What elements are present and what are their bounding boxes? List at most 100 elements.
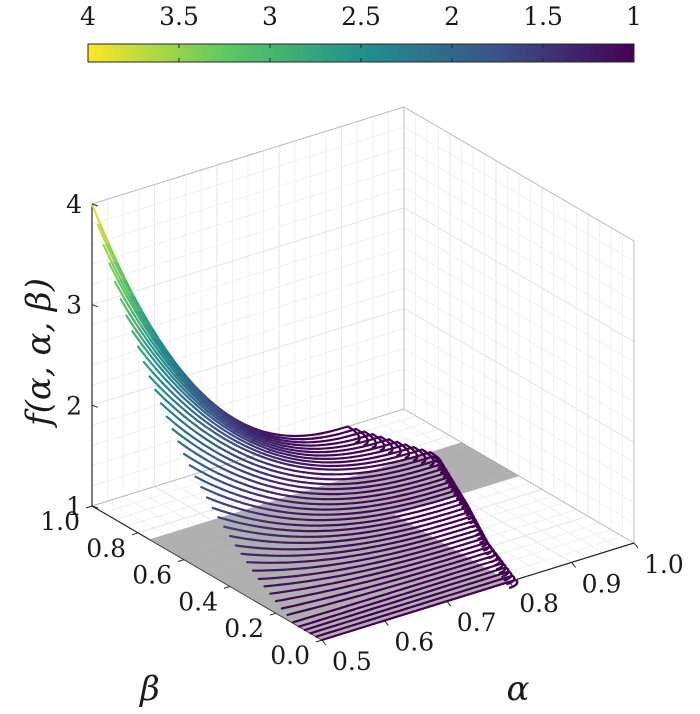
surface-curve-segment	[240, 488, 252, 494]
surface-curve-segment	[437, 600, 446, 606]
surface-curve-segment	[288, 506, 299, 510]
surface-curve-segment	[335, 444, 347, 449]
surface-curve-segment	[378, 497, 390, 501]
surface-curve-segment	[434, 554, 445, 560]
surface-curve-segment	[309, 492, 321, 495]
surface-curve-segment	[362, 613, 372, 618]
surface-curve-segment	[413, 560, 423, 566]
surface-curve-segment	[195, 418, 207, 428]
surface-curve-segment	[157, 385, 170, 397]
surface-curve-segment	[275, 498, 286, 502]
surface-curve-segment	[252, 427, 264, 433]
surface-curve-segment	[488, 574, 497, 579]
surface-curve-segment	[357, 457, 369, 462]
surface-curve-segment	[113, 261, 125, 282]
surface-curve-segment	[461, 505, 465, 509]
y-tick-mark	[177, 559, 185, 563]
surface-curve-segment	[474, 578, 484, 584]
surface-curve-segment	[172, 406, 185, 417]
surface-curve-segment	[116, 262, 128, 283]
surface-curve-segment	[467, 539, 477, 545]
surface-curve-segment	[420, 537, 431, 543]
surface-curve-segment	[507, 578, 517, 584]
surface-curve-segment	[387, 611, 396, 616]
surface-curve-segment	[382, 536, 393, 541]
surface-curve-segment	[421, 569, 431, 574]
surface-curve-segment	[319, 610, 329, 616]
surface-curve-segment	[292, 479, 304, 484]
surface-curve-segment	[255, 531, 266, 536]
surface-curve-segment	[282, 597, 292, 602]
surface-curve-segment	[170, 391, 182, 403]
surface-curve-segment	[453, 574, 463, 580]
surface-curve-segment	[367, 617, 377, 622]
surface-curve-segment	[230, 505, 242, 511]
surface-curve-segment	[409, 546, 419, 551]
surface-curve-segment	[410, 566, 420, 572]
surface-curve-segment	[149, 338, 161, 354]
surface-curve-segment	[176, 386, 188, 398]
wall-grid-line	[91, 126, 405, 225]
surface-curve-segment	[113, 280, 126, 299]
surface-curve-segment	[431, 560, 441, 566]
surface-curve-segment	[444, 505, 455, 511]
surface-curve-segment	[264, 513, 275, 518]
shaded-region	[149, 442, 519, 573]
surface-curve-segment	[172, 362, 183, 376]
surface-curve-segment	[307, 467, 320, 471]
surface-curve-segment	[339, 528, 350, 532]
surface-curve-segment	[194, 452, 206, 460]
surface-curve-segment	[359, 541, 370, 545]
surface-curve-segment	[336, 573, 346, 578]
surface-curve-segment	[319, 564, 329, 568]
surface-curve-segment	[298, 465, 310, 470]
surface-curve-segment	[498, 571, 503, 575]
surface-curve-segment	[265, 576, 275, 580]
surface-curve-segment	[354, 430, 366, 436]
surface-curve-segment	[234, 466, 246, 473]
x-tick-mark	[446, 600, 452, 607]
surface-curve-segment	[415, 478, 427, 483]
surface-curve-segment	[357, 470, 370, 475]
surface-curve-segment	[155, 368, 167, 381]
surface-curve-segment	[334, 449, 346, 453]
surface-curve-segment	[439, 594, 448, 600]
surface-curve-segment	[442, 475, 447, 478]
surface-curve-segment	[352, 476, 364, 480]
surface-curve-segment	[470, 564, 480, 569]
surface-curve-segment	[443, 598, 453, 604]
surface-curve-segment	[373, 478, 385, 482]
surface-curve-segment	[417, 508, 428, 513]
surface-curve-segment	[330, 618, 340, 623]
surface-curve-segment	[484, 549, 494, 555]
surface-curve-segment	[158, 365, 170, 379]
surface-curve-segment	[195, 392, 207, 403]
surface-curve-segment	[448, 586, 458, 592]
surface-curve-segment	[174, 363, 185, 376]
surface-curve-segment	[343, 533, 354, 537]
surface-curve-segment	[367, 596, 377, 601]
surface-curve-segment	[264, 439, 276, 445]
surface-curve-segment	[454, 584, 464, 590]
surface-curve-segment	[322, 595, 333, 600]
surface-curve-segment	[407, 573, 417, 578]
surface-curve-segment	[309, 572, 319, 576]
surface-curve-segment	[442, 516, 453, 522]
surface-curve-segment	[402, 527, 413, 532]
surface-curve-segment	[405, 541, 416, 547]
surface-curve-segment	[445, 520, 456, 526]
surface-curve-segment	[238, 427, 249, 435]
surface-curve-segment	[286, 611, 296, 617]
surface-curve-segment	[194, 403, 207, 414]
surface-curve-segment	[267, 436, 279, 441]
surface-curve-segment	[438, 496, 450, 502]
surface-curve-segment	[383, 585, 393, 590]
surface-curve-segment	[302, 459, 314, 463]
surface-curve-segment	[424, 604, 433, 610]
surface-curve-segment	[237, 494, 248, 499]
surface-curve-segment	[274, 486, 286, 491]
surface-curve-segment	[269, 446, 282, 452]
surface-curve-segment	[347, 602, 357, 607]
surface-curve-segment	[244, 433, 256, 440]
surface-curve-segment	[165, 351, 177, 366]
